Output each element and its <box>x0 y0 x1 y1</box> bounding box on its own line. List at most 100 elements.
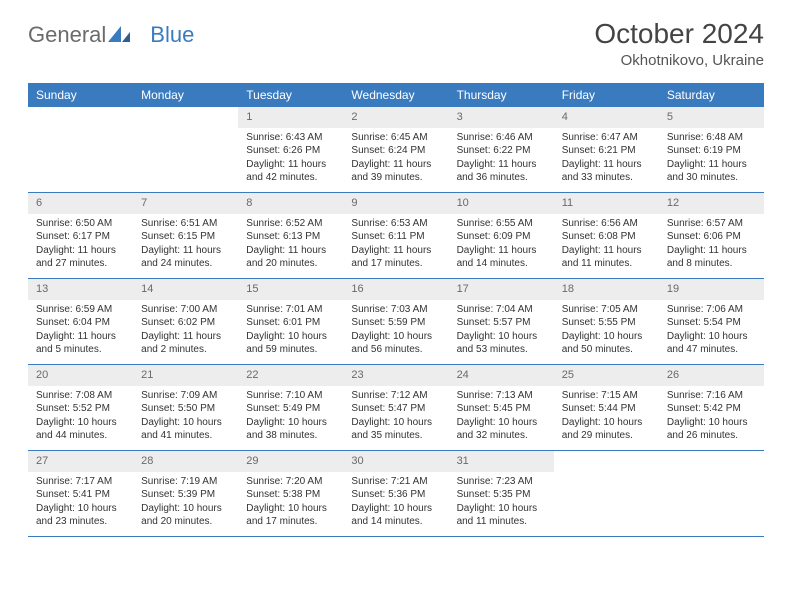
day-body: Sunrise: 6:51 AMSunset: 6:15 PMDaylight:… <box>133 214 238 277</box>
daylight-text: and 17 minutes. <box>351 257 440 271</box>
daylight-text: Daylight: 11 hours <box>562 244 651 258</box>
weekday-header: Monday <box>133 83 238 107</box>
day-number: 15 <box>238 279 343 300</box>
calendar-cell: 23Sunrise: 7:12 AMSunset: 5:47 PMDayligh… <box>343 365 448 451</box>
daylight-text: Daylight: 10 hours <box>667 330 756 344</box>
day-body: Sunrise: 7:19 AMSunset: 5:39 PMDaylight:… <box>133 472 238 535</box>
sunset-text: Sunset: 5:42 PM <box>667 402 756 416</box>
daylight-text: and 11 minutes. <box>562 257 651 271</box>
daylight-text: Daylight: 11 hours <box>141 330 230 344</box>
sunset-text: Sunset: 5:38 PM <box>246 488 335 502</box>
daylight-text: and 35 minutes. <box>351 429 440 443</box>
day-number: 29 <box>238 451 343 472</box>
day-number: 10 <box>449 193 554 214</box>
day-body: Sunrise: 6:57 AMSunset: 6:06 PMDaylight:… <box>659 214 764 277</box>
daylight-text: Daylight: 11 hours <box>351 158 440 172</box>
calendar-cell: 9Sunrise: 6:53 AMSunset: 6:11 PMDaylight… <box>343 193 448 279</box>
sunrise-text: Sunrise: 7:13 AM <box>457 389 546 403</box>
sunrise-text: Sunrise: 6:56 AM <box>562 217 651 231</box>
calendar-cell: 21Sunrise: 7:09 AMSunset: 5:50 PMDayligh… <box>133 365 238 451</box>
day-number: 18 <box>554 279 659 300</box>
daylight-text: and 36 minutes. <box>457 171 546 185</box>
sunset-text: Sunset: 6:01 PM <box>246 316 335 330</box>
day-body: Sunrise: 7:15 AMSunset: 5:44 PMDaylight:… <box>554 386 659 449</box>
daylight-text: Daylight: 10 hours <box>351 416 440 430</box>
sunset-text: Sunset: 5:45 PM <box>457 402 546 416</box>
daylight-text: and 41 minutes. <box>141 429 230 443</box>
day-number: 9 <box>343 193 448 214</box>
sunset-text: Sunset: 6:17 PM <box>36 230 125 244</box>
weekday-header: Saturday <box>659 83 764 107</box>
day-number: 1 <box>238 107 343 128</box>
header: General Blue October 2024 Okhotnikovo, U… <box>28 18 764 69</box>
sunset-text: Sunset: 5:59 PM <box>351 316 440 330</box>
day-number: 28 <box>133 451 238 472</box>
calendar-cell: 22Sunrise: 7:10 AMSunset: 5:49 PMDayligh… <box>238 365 343 451</box>
sunset-text: Sunset: 6:22 PM <box>457 144 546 158</box>
calendar-cell: 4Sunrise: 6:47 AMSunset: 6:21 PMDaylight… <box>554 107 659 193</box>
day-number: 3 <box>449 107 554 128</box>
sunrise-text: Sunrise: 7:17 AM <box>36 475 125 489</box>
weekday-header: Tuesday <box>238 83 343 107</box>
logo-text-2: Blue <box>130 22 194 48</box>
daylight-text: and 14 minutes. <box>457 257 546 271</box>
day-number: 16 <box>343 279 448 300</box>
daylight-text: Daylight: 10 hours <box>457 330 546 344</box>
calendar-week-row: 6Sunrise: 6:50 AMSunset: 6:17 PMDaylight… <box>28 193 764 279</box>
calendar-cell: 29Sunrise: 7:20 AMSunset: 5:38 PMDayligh… <box>238 451 343 537</box>
calendar-table: SundayMondayTuesdayWednesdayThursdayFrid… <box>28 83 764 537</box>
day-body: Sunrise: 7:09 AMSunset: 5:50 PMDaylight:… <box>133 386 238 449</box>
day-body: Sunrise: 7:08 AMSunset: 5:52 PMDaylight:… <box>28 386 133 449</box>
day-number: 24 <box>449 365 554 386</box>
daylight-text: and 53 minutes. <box>457 343 546 357</box>
calendar-cell: 18Sunrise: 7:05 AMSunset: 5:55 PMDayligh… <box>554 279 659 365</box>
calendar-cell <box>133 107 238 193</box>
day-body: Sunrise: 7:17 AMSunset: 5:41 PMDaylight:… <box>28 472 133 535</box>
sunset-text: Sunset: 6:09 PM <box>457 230 546 244</box>
calendar-cell: 27Sunrise: 7:17 AMSunset: 5:41 PMDayligh… <box>28 451 133 537</box>
daylight-text: Daylight: 11 hours <box>457 158 546 172</box>
day-body: Sunrise: 7:04 AMSunset: 5:57 PMDaylight:… <box>449 300 554 363</box>
calendar-cell: 7Sunrise: 6:51 AMSunset: 6:15 PMDaylight… <box>133 193 238 279</box>
daylight-text: and 30 minutes. <box>667 171 756 185</box>
calendar-cell: 16Sunrise: 7:03 AMSunset: 5:59 PMDayligh… <box>343 279 448 365</box>
daylight-text: Daylight: 10 hours <box>246 330 335 344</box>
calendar-cell: 11Sunrise: 6:56 AMSunset: 6:08 PMDayligh… <box>554 193 659 279</box>
sunset-text: Sunset: 5:54 PM <box>667 316 756 330</box>
daylight-text: Daylight: 10 hours <box>246 416 335 430</box>
calendar-page: General Blue October 2024 Okhotnikovo, U… <box>0 0 792 555</box>
daylight-text: and 14 minutes. <box>351 515 440 529</box>
sunrise-text: Sunrise: 6:55 AM <box>457 217 546 231</box>
sunrise-text: Sunrise: 7:03 AM <box>351 303 440 317</box>
daylight-text: and 23 minutes. <box>36 515 125 529</box>
sunset-text: Sunset: 6:08 PM <box>562 230 651 244</box>
calendar-week-row: 20Sunrise: 7:08 AMSunset: 5:52 PMDayligh… <box>28 365 764 451</box>
weekday-header: Friday <box>554 83 659 107</box>
day-number: 2 <box>343 107 448 128</box>
sunrise-text: Sunrise: 7:19 AM <box>141 475 230 489</box>
calendar-cell: 28Sunrise: 7:19 AMSunset: 5:39 PMDayligh… <box>133 451 238 537</box>
daylight-text: Daylight: 10 hours <box>141 502 230 516</box>
day-number: 12 <box>659 193 764 214</box>
daylight-text: and 44 minutes. <box>36 429 125 443</box>
day-body: Sunrise: 6:59 AMSunset: 6:04 PMDaylight:… <box>28 300 133 363</box>
day-number: 17 <box>449 279 554 300</box>
title-block: October 2024 Okhotnikovo, Ukraine <box>594 18 764 69</box>
daylight-text: and 47 minutes. <box>667 343 756 357</box>
sunrise-text: Sunrise: 7:06 AM <box>667 303 756 317</box>
calendar-cell: 3Sunrise: 6:46 AMSunset: 6:22 PMDaylight… <box>449 107 554 193</box>
daylight-text: and 20 minutes. <box>246 257 335 271</box>
calendar-cell: 20Sunrise: 7:08 AMSunset: 5:52 PMDayligh… <box>28 365 133 451</box>
calendar-cell: 10Sunrise: 6:55 AMSunset: 6:09 PMDayligh… <box>449 193 554 279</box>
calendar-week-row: 1Sunrise: 6:43 AMSunset: 6:26 PMDaylight… <box>28 107 764 193</box>
day-number: 20 <box>28 365 133 386</box>
day-number: 30 <box>343 451 448 472</box>
daylight-text: Daylight: 10 hours <box>36 416 125 430</box>
sunset-text: Sunset: 6:11 PM <box>351 230 440 244</box>
day-body: Sunrise: 6:50 AMSunset: 6:17 PMDaylight:… <box>28 214 133 277</box>
sunset-text: Sunset: 6:06 PM <box>667 230 756 244</box>
daylight-text: Daylight: 10 hours <box>667 416 756 430</box>
day-body: Sunrise: 6:43 AMSunset: 6:26 PMDaylight:… <box>238 128 343 191</box>
day-body: Sunrise: 7:12 AMSunset: 5:47 PMDaylight:… <box>343 386 448 449</box>
logo-text-1: General <box>28 22 106 48</box>
